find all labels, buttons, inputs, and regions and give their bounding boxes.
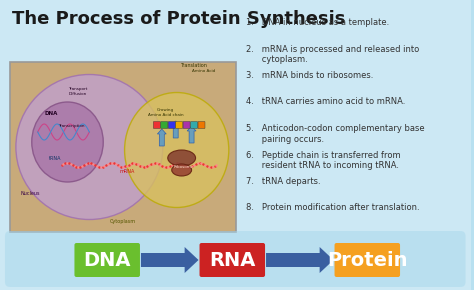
FancyBboxPatch shape xyxy=(200,243,265,277)
FancyBboxPatch shape xyxy=(5,231,465,287)
Text: DNA: DNA xyxy=(45,111,58,116)
FancyBboxPatch shape xyxy=(183,122,190,128)
FancyBboxPatch shape xyxy=(154,122,160,128)
Text: 8.   Protein modification after translation.: 8. Protein modification after translatio… xyxy=(246,204,420,213)
FancyBboxPatch shape xyxy=(335,243,400,277)
Text: 1.   DNA in nucleus as a template.: 1. DNA in nucleus as a template. xyxy=(246,18,390,27)
Text: 4.   tRNA carries amino acid to mRNA.: 4. tRNA carries amino acid to mRNA. xyxy=(246,97,406,106)
Text: Nucleus: Nucleus xyxy=(20,191,39,196)
Text: 2.   mRNA is processed and released into
      cytoplasm.: 2. mRNA is processed and released into c… xyxy=(246,44,419,64)
FancyBboxPatch shape xyxy=(198,122,205,128)
FancyBboxPatch shape xyxy=(10,62,236,232)
Polygon shape xyxy=(266,247,334,273)
Text: Cytoplasm: Cytoplasm xyxy=(110,219,136,224)
FancyArrow shape xyxy=(157,129,166,146)
FancyArrow shape xyxy=(187,126,196,143)
Text: Translation: Translation xyxy=(180,63,207,68)
Text: RNA: RNA xyxy=(209,251,255,269)
FancyBboxPatch shape xyxy=(176,122,182,128)
Text: Ribosome: Ribosome xyxy=(173,165,194,169)
FancyBboxPatch shape xyxy=(168,122,175,128)
Text: tRNA: tRNA xyxy=(48,156,61,161)
Ellipse shape xyxy=(172,164,191,176)
FancyBboxPatch shape xyxy=(74,243,140,277)
Text: Amino Acid: Amino Acid xyxy=(192,69,215,73)
Text: 5.   Anticodon-codon complementary base
      pairing occurs.: 5. Anticodon-codon complementary base pa… xyxy=(246,124,425,144)
Ellipse shape xyxy=(125,93,229,208)
Polygon shape xyxy=(141,247,199,273)
Text: Protein: Protein xyxy=(327,251,408,269)
Text: Transport
Diffusion: Transport Diffusion xyxy=(68,87,87,96)
Text: Transcription: Transcription xyxy=(58,124,85,128)
Text: 7.   tRNA departs.: 7. tRNA departs. xyxy=(246,177,321,186)
Text: DNA: DNA xyxy=(83,251,131,269)
Text: The Process of Protein Synthesis: The Process of Protein Synthesis xyxy=(12,10,345,28)
Text: Growing
Amino Acid chain: Growing Amino Acid chain xyxy=(148,108,183,117)
FancyArrow shape xyxy=(171,121,180,138)
FancyBboxPatch shape xyxy=(191,122,198,128)
Ellipse shape xyxy=(168,150,196,166)
Text: 3.   mRNA binds to ribosomes.: 3. mRNA binds to ribosomes. xyxy=(246,71,374,80)
Ellipse shape xyxy=(16,75,163,220)
FancyBboxPatch shape xyxy=(161,122,168,128)
Ellipse shape xyxy=(32,102,103,182)
Text: mRNA: mRNA xyxy=(119,169,135,174)
Text: 6.   Peptide chain is transferred from
      resident tRNA to incoming tRNA.: 6. Peptide chain is transferred from res… xyxy=(246,151,401,170)
